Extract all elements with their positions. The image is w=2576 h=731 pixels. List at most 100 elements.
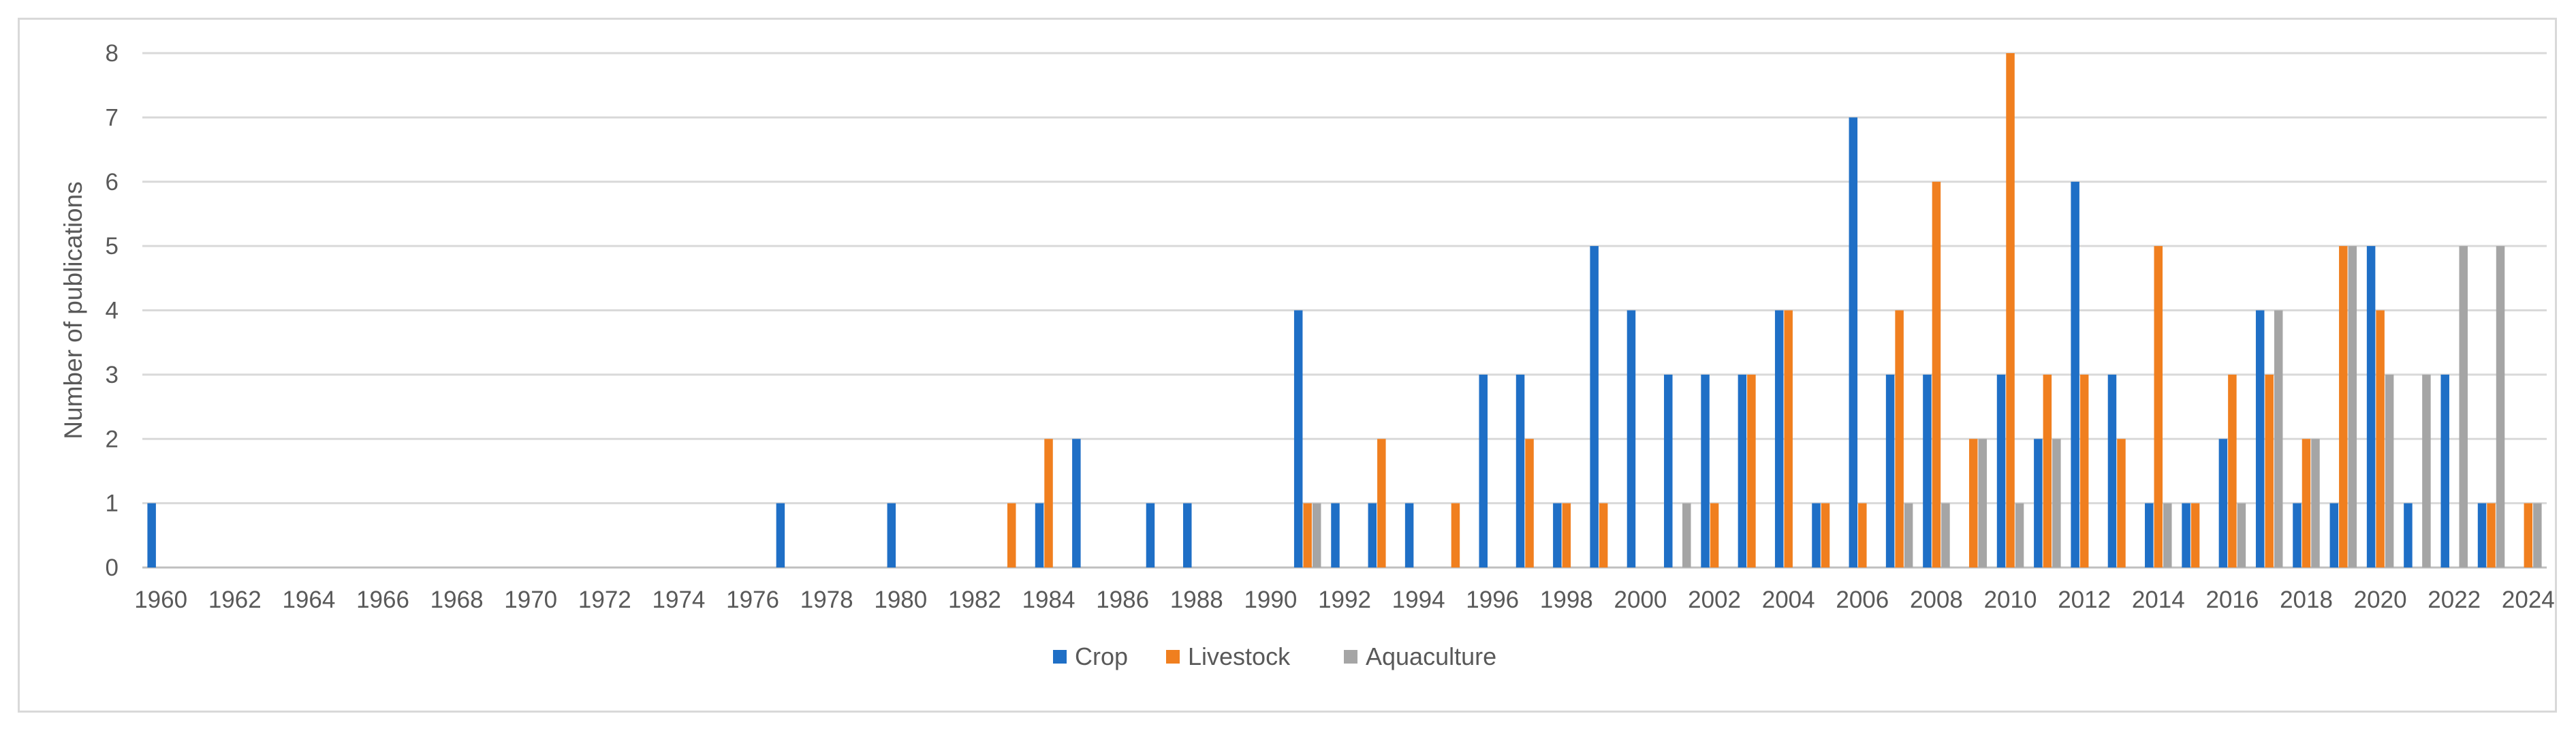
- bar-livestock-1984: [1044, 439, 1053, 567]
- y-tick-label: 0: [106, 555, 119, 581]
- bar-livestock-2009: [1968, 439, 1978, 567]
- x-tick-label: 1964: [282, 587, 335, 613]
- bar-livestock-1997: [1525, 439, 1534, 567]
- bar-crop-2000: [1627, 310, 1636, 567]
- bar-aquaculture-1991: [1312, 503, 1321, 567]
- bar-livestock-2005: [1821, 503, 1830, 567]
- bar-aquaculture-2022: [2459, 246, 2468, 567]
- bar-livestock-1993: [1377, 439, 1386, 567]
- bar-crop-2018: [2293, 503, 2302, 567]
- bar-crop-1988: [1183, 503, 1192, 567]
- bar-livestock-2012: [2079, 374, 2089, 567]
- bar-livestock-2013: [2117, 439, 2126, 567]
- x-tick-label: 2006: [1836, 587, 1889, 613]
- bar-crop-1977: [776, 503, 785, 567]
- bar-crop-1991: [1293, 310, 1303, 567]
- bar-livestock-2024: [2524, 503, 2533, 567]
- x-tick-label: 2024: [2502, 587, 2555, 613]
- x-tick-label: 1976: [726, 587, 779, 613]
- y-tick-label: 4: [106, 298, 119, 324]
- bar-aquaculture-2001: [1682, 503, 1691, 567]
- x-tick-label: 1988: [1170, 587, 1223, 613]
- y-tick-label: 6: [106, 169, 119, 196]
- bar-crop-2008: [1923, 374, 1932, 567]
- y-tick-label: 3: [106, 362, 119, 388]
- x-tick-label: 1996: [1466, 587, 1519, 613]
- x-tick-label: 2000: [1614, 587, 1667, 613]
- bar-crop-1984: [1035, 503, 1044, 567]
- legend-label-livestock: Livestock: [1188, 642, 1291, 670]
- bar-livestock-2018: [2302, 439, 2311, 567]
- x-tick-label: 2016: [2205, 587, 2259, 613]
- x-tick-label: 1986: [1096, 587, 1149, 613]
- bar-crop-2010: [1996, 374, 2006, 567]
- bar-aquaculture-2014: [2163, 503, 2172, 567]
- bar-aquaculture-2016: [2237, 503, 2246, 567]
- bar-crop-1960: [147, 503, 156, 567]
- bar-crop-1985: [1072, 439, 1081, 567]
- bar-livestock-2003: [1747, 374, 1756, 567]
- y-tick-label: 7: [106, 104, 119, 131]
- y-axis-title: Number of publications: [59, 181, 87, 439]
- legend-label-crop: Crop: [1075, 642, 1128, 670]
- bar-crop-2022: [2440, 374, 2449, 567]
- bar-crop-2004: [1774, 310, 1784, 567]
- bar-aquaculture-2008: [1941, 503, 1950, 567]
- bar-livestock-1983: [1007, 503, 1016, 567]
- bar-crop-2013: [2107, 374, 2117, 567]
- bar-crop-2006: [1849, 117, 1858, 567]
- bar-crop-2001: [1664, 374, 1673, 567]
- bar-aquaculture-2021: [2422, 374, 2431, 567]
- bar-livestock-1999: [1599, 503, 1608, 567]
- x-tick-label: 2022: [2428, 587, 2481, 613]
- bar-aquaculture-2023: [2496, 246, 2505, 567]
- bar-aquaculture-2024: [2533, 503, 2542, 567]
- y-tick-label: 1: [106, 491, 119, 517]
- bar-livestock-2020: [2376, 310, 2385, 567]
- x-tick-label: 1970: [504, 587, 557, 613]
- x-tick-label: 2002: [1688, 587, 1741, 613]
- bar-aquaculture-2009: [1978, 439, 1987, 567]
- bar-crop-1996: [1479, 374, 1488, 567]
- bar-aquaculture-2019: [2348, 246, 2357, 567]
- bar-crop-2019: [2329, 503, 2339, 567]
- legend-label-aquaculture: Aquaculture: [1366, 642, 1496, 670]
- x-tick-label: 1998: [1540, 587, 1593, 613]
- x-tick-label: 1980: [874, 587, 927, 613]
- bar-livestock-2019: [2339, 246, 2348, 567]
- x-tick-label: 1966: [356, 587, 409, 613]
- y-tick-label: 8: [106, 40, 119, 67]
- bar-aquaculture-2017: [2274, 310, 2283, 567]
- bar-livestock-2004: [1784, 310, 1793, 567]
- x-tick-label: 1990: [1244, 587, 1297, 613]
- legend-swatch-crop: [1053, 650, 1067, 664]
- bar-livestock-2006: [1858, 503, 1867, 567]
- x-tick-label: 1982: [948, 587, 1001, 613]
- bar-crop-1993: [1368, 503, 1377, 567]
- gridlines: [142, 52, 2547, 569]
- x-tick-label: 2014: [2132, 587, 2185, 613]
- bar-crop-2017: [2255, 310, 2265, 567]
- y-tick-label: 2: [106, 426, 119, 452]
- bar-crop-2020: [2366, 246, 2376, 567]
- x-tick-label: 2012: [2058, 587, 2111, 613]
- bar-aquaculture-2011: [2052, 439, 2061, 567]
- bar-aquaculture-2010: [2015, 503, 2024, 567]
- bar-crop-2015: [2182, 503, 2190, 567]
- bar-crop-2007: [1885, 374, 1895, 567]
- x-tick-label: 2004: [1762, 587, 1815, 613]
- bar-livestock-2002: [1710, 503, 1719, 567]
- bar-livestock-2017: [2265, 374, 2274, 567]
- bar-crop-1999: [1590, 246, 1599, 567]
- legend-swatch-livestock: [1166, 650, 1180, 664]
- x-tick-label: 1974: [653, 587, 706, 613]
- bar-livestock-2011: [2043, 374, 2052, 567]
- bar-crop-2021: [2404, 503, 2413, 567]
- bar-livestock-1995: [1451, 503, 1460, 567]
- bar-chart: 0 1 2 3 4 5 6 7 8 1960 1962 1964 1966 1968 1970 1972 197…: [59, 40, 2555, 670]
- legend-swatch-aquaculture: [1344, 650, 1357, 664]
- x-tick-label: 1968: [430, 587, 484, 613]
- y-tick-label: 5: [106, 233, 119, 260]
- x-tick-label: 1962: [208, 587, 262, 613]
- bar-crop-2016: [2218, 439, 2228, 567]
